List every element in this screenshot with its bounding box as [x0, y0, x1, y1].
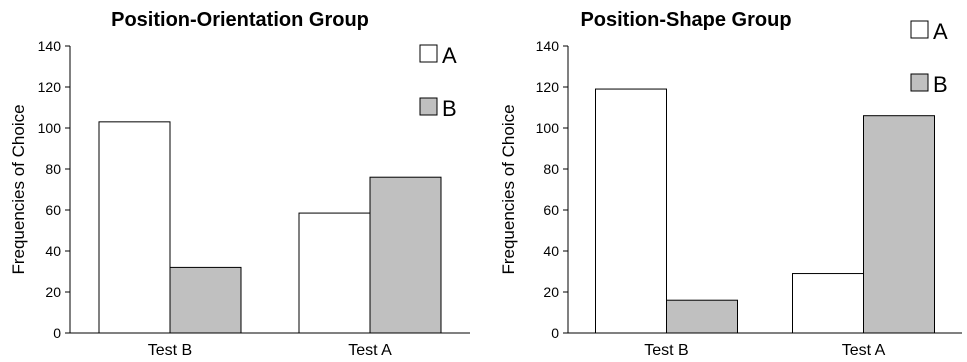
bar-chart-position-orientation: Position-Orientation Group Frequencies of…	[9, 9, 470, 359]
y-tick-label: 100	[38, 120, 62, 136]
x-category-label: Test A	[348, 342, 392, 359]
legend-label-a: A	[442, 43, 457, 68]
y-tick-label: 80	[45, 161, 61, 177]
y-tick-label: 80	[543, 161, 559, 177]
x-category-label: Test B	[148, 342, 192, 359]
bar-series-b-test-a	[369, 176, 442, 334]
y-tick-label: 60	[45, 202, 61, 218]
bar-series-a-test-b	[595, 88, 667, 334]
y-tick-label: 40	[45, 243, 61, 259]
chart-title: Position-Orientation Group	[111, 9, 369, 31]
y-tick-label: 100	[536, 120, 560, 136]
y-tick-label: 120	[38, 79, 62, 95]
y-tick-label: 20	[543, 284, 559, 300]
bar-series-b-test-b	[666, 299, 738, 334]
y-tick-label: 0	[53, 325, 61, 341]
y-tick-label: 60	[543, 202, 559, 218]
y-tick-label: 0	[551, 325, 559, 341]
bar-series-a-test-a	[792, 273, 864, 334]
y-tick-label: 140	[536, 38, 560, 54]
bar-series-a-test-a	[298, 212, 371, 334]
y-axis-label: Frequencies of Choice	[9, 104, 28, 274]
y-tick-label: 120	[536, 79, 560, 95]
chart-panel-position-shape: Position-Shape Group Frequencies of Choic…	[492, 0, 967, 362]
legend-swatch-a	[910, 20, 929, 39]
legend-label-b: B	[442, 96, 457, 121]
y-axis-label: Frequencies of Choice	[499, 104, 518, 274]
bar-chart-position-shape: Position-Shape Group Frequencies of Choic…	[499, 9, 962, 359]
legend-swatch-b	[910, 73, 929, 92]
bar-series-a-test-b	[98, 121, 171, 334]
bar-series-b-test-a	[863, 115, 935, 334]
legend-swatch-a	[419, 44, 438, 63]
legend-label-a: A	[933, 19, 948, 44]
x-category-label: Test B	[644, 342, 688, 359]
legend-label-b: B	[933, 72, 948, 97]
chart-title: Position-Shape Group	[580, 9, 791, 31]
y-tick-label: 40	[543, 243, 559, 259]
legend-swatch-b	[419, 97, 438, 116]
x-category-label: Test A	[842, 342, 886, 359]
y-tick-label: 140	[38, 38, 62, 54]
chart-panel-position-orientation: Position-Orientation Group Frequencies of…	[0, 0, 480, 362]
y-tick-label: 20	[45, 284, 61, 300]
bar-series-b-test-b	[169, 266, 242, 334]
